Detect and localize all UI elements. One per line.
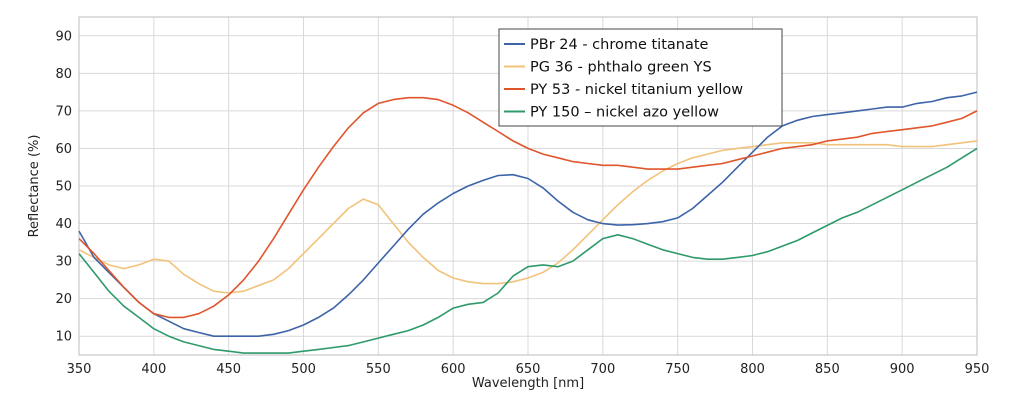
y-tick-label: 30: [55, 255, 72, 270]
y-tick-label: 70: [55, 104, 72, 119]
plot-frame: [78, 16, 978, 356]
y-tick-label: 50: [55, 180, 72, 195]
legend-entry: PY 150 – nickel azo yellow: [530, 105, 719, 121]
x-tick-label: 400: [141, 362, 166, 377]
x-tick-label: 900: [890, 362, 915, 377]
legend-entry: PBr 24 - chrome titanate: [530, 37, 709, 53]
x-tick-label: 350: [67, 362, 92, 377]
y-tick-labels: 10 20 30 40 50 60 70 80 90: [55, 29, 72, 344]
series-line: [78, 140, 978, 294]
series-line: [78, 147, 978, 354]
x-tick-label: 500: [291, 362, 316, 377]
x-tick-label: 650: [516, 362, 541, 377]
x-tick-label: 600: [441, 362, 466, 377]
x-tick-label: 450: [216, 362, 241, 377]
x-tick-label: 950: [965, 362, 990, 377]
y-axis-label: Reflectance (%): [27, 135, 42, 238]
x-tick-label: 750: [665, 362, 690, 377]
y-tick-label: 90: [55, 29, 72, 44]
y-tick-label: 40: [55, 217, 72, 232]
legend-box: [498, 28, 783, 127]
legend-entry: PY 53 - nickel titanium yellow: [530, 82, 743, 98]
series-line: [78, 91, 978, 337]
y-tick-label: 10: [55, 330, 72, 345]
series-layer: [78, 91, 978, 354]
x-tick-label: 700: [590, 362, 615, 377]
legend-entry: PG 36 - phthalo green YS: [530, 60, 712, 76]
legend: PBr 24 - chrome titanate PG 36 - phthalo …: [498, 28, 783, 127]
y-tick-label: 80: [55, 67, 72, 82]
x-tick-label: 850: [815, 362, 840, 377]
y-tick-label: 20: [55, 292, 72, 307]
x-tick-label: 550: [366, 362, 391, 377]
x-tick-label: 800: [740, 362, 765, 377]
y-tick-label: 60: [55, 142, 72, 157]
x-tick-labels: 350 400 450 500 550 600 650 700 750 800 850 900 950: [67, 362, 990, 377]
series-line: [78, 96, 978, 319]
x-axis-label: Wavelength [nm]: [472, 376, 584, 391]
